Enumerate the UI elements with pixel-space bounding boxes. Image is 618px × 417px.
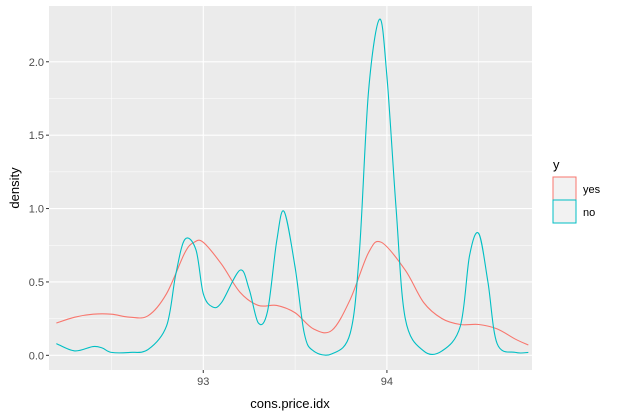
y-tick-label: 1.5	[29, 130, 44, 142]
series-line-yes	[56, 239, 529, 346]
x-tick-label: 93	[197, 376, 209, 388]
legend-key-no	[552, 199, 577, 224]
grid-lines	[49, 6, 532, 370]
y-tick-label: 1.0	[29, 204, 44, 216]
legend-title: y	[553, 157, 560, 172]
y-tick-label: 0.5	[29, 277, 44, 289]
x-tick-label: 94	[381, 376, 393, 388]
legend-label-yes: yes	[583, 184, 601, 196]
x-axis-title: cons.price.idx	[250, 396, 330, 411]
y-tick-label: 0.0	[29, 350, 44, 362]
y-axis-title: density	[7, 167, 22, 209]
series-lines	[56, 18, 529, 356]
y-tick-label: 2.0	[29, 57, 44, 69]
legend-label-no: no	[583, 207, 595, 219]
y-axis-ticks: 0.0 0.5 1.0 1.5 2.0	[29, 57, 49, 362]
plot-panel	[49, 6, 532, 370]
legend-items: yes no	[552, 176, 601, 224]
x-axis-ticks: 93 94	[197, 370, 393, 388]
series-line-no	[56, 18, 529, 356]
legend: y yes no	[552, 157, 601, 224]
legend-key-yes	[552, 176, 577, 201]
